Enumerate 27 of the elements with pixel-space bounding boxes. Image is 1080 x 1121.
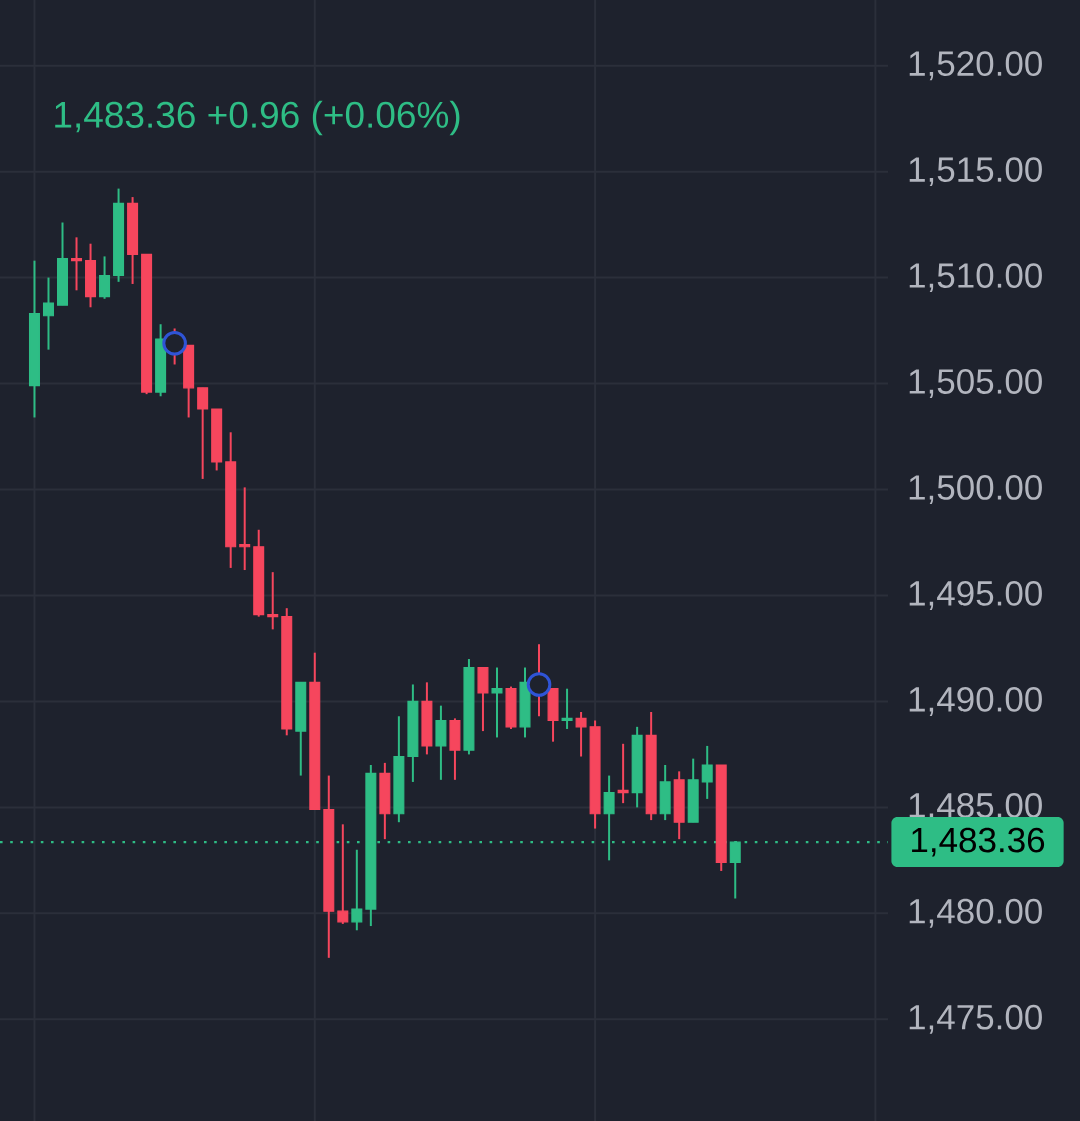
text: 1,483.36 +0.96 (+0.06%) [55,100,460,136]
y-tick-label: 1,495.00 [909,581,1042,610]
candlestick [617,742,629,805]
y-tick-label: 1,505.00 [909,369,1042,399]
candlestick [701,744,713,800]
y-tick-label: 1,490.00 [909,686,1042,716]
y-tick-label: 1,485.00 [909,792,1042,822]
candlestick [71,236,83,292]
candlestick [239,486,251,572]
candlestick [99,255,111,300]
y-tick-label: 1,475.00 [909,1004,1042,1034]
ref-line-label: 1,483.36 [912,827,1045,857]
y-tick-label: 1,480.00 [909,898,1042,928]
candlestick [603,774,615,862]
candlestick [729,840,741,900]
candlestick [575,711,587,758]
candlestick [491,666,503,739]
candlestick [337,823,349,925]
candlestick [197,386,209,480]
candlestick [267,571,279,631]
y-tick-label: 1,510.00 [909,263,1042,293]
y-tick-label: 1,500.00 [909,475,1042,504]
y-tick-label: 1,520.00 [909,51,1042,81]
y-tick-label: 1,515.00 [909,157,1042,187]
candlestick [351,848,363,932]
candlestick [561,687,573,730]
candlestick [42,276,54,351]
